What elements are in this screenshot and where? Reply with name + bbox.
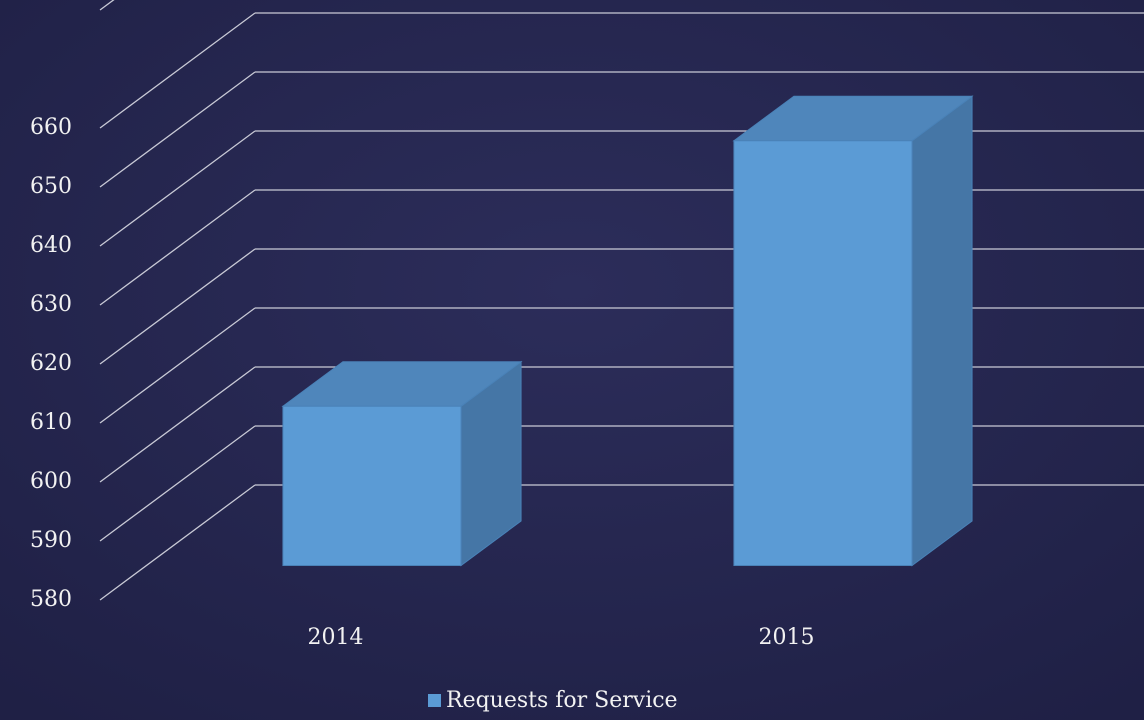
legend-swatch [428, 694, 441, 707]
y-tick-label: 590 [30, 528, 72, 553]
y-tick-label: 660 [30, 115, 72, 140]
grid-line [99, 366, 256, 483]
grid-line [99, 307, 256, 424]
x-tick-label: 2014 [308, 625, 364, 650]
bar-front [733, 140, 913, 566]
y-tick-label: 630 [30, 292, 72, 317]
y-tick-label: 610 [30, 410, 72, 435]
grid-line [99, 484, 256, 601]
bar-side [911, 95, 973, 567]
bar [732, 95, 974, 567]
y-tick-label: 580 [30, 587, 72, 612]
bar-front [282, 405, 462, 566]
x-tick-label: 2015 [759, 625, 815, 650]
y-tick-label: 650 [30, 174, 72, 199]
grid-line [99, 12, 256, 129]
grid-line [99, 425, 256, 542]
bar [281, 360, 523, 567]
grid-line [99, 71, 256, 188]
y-tick-label: 600 [30, 469, 72, 494]
grid-line [99, 248, 256, 365]
grid-line [99, 189, 256, 306]
y-tick-label: 620 [30, 351, 72, 376]
grid-line [99, 130, 256, 247]
y-tick-label: 640 [30, 233, 72, 258]
legend-label: Requests for Service [446, 688, 678, 713]
